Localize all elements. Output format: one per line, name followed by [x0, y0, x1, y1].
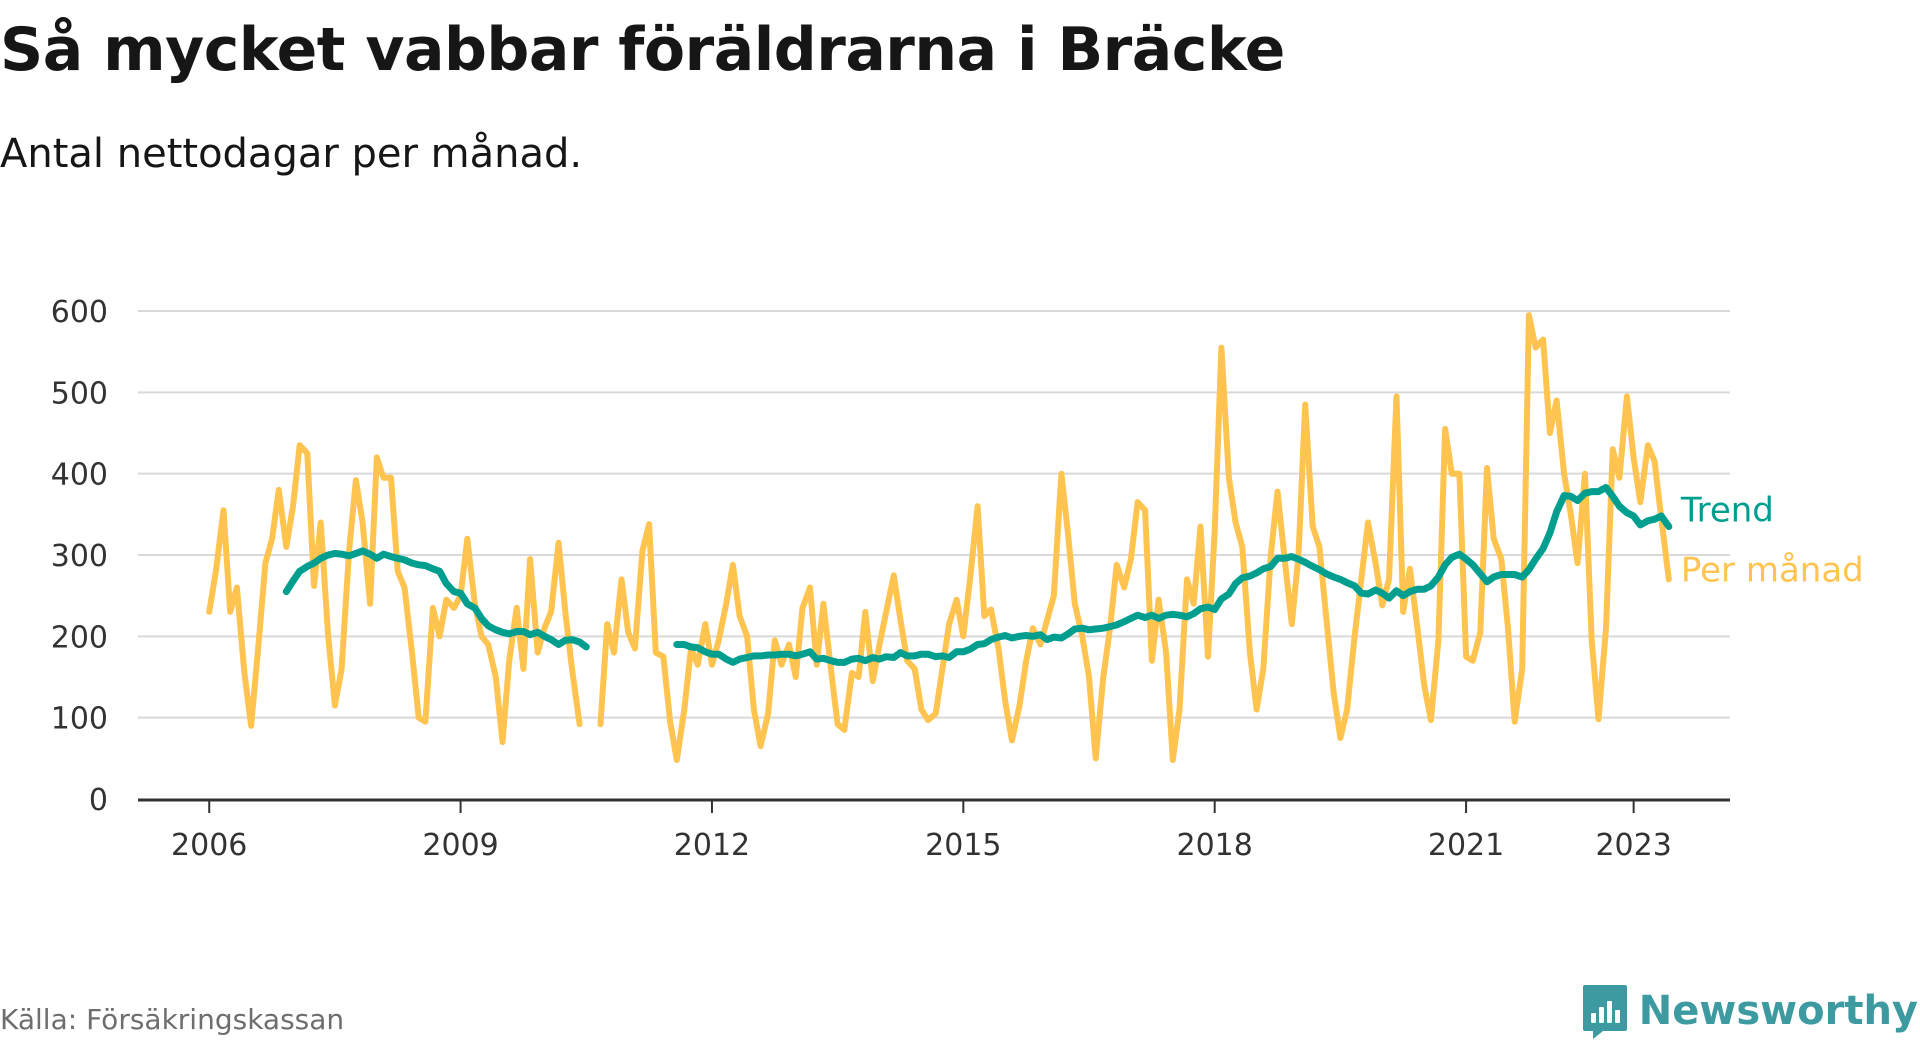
source-note: Källa: Försäkringskassan	[0, 1003, 345, 1036]
legend-label-trend: Trend	[1680, 491, 1774, 531]
per-manad-line-segment-2	[597, 312, 1672, 763]
legend-label-per-manad: Per månad	[1681, 550, 1864, 590]
x-tick-label: 2015	[925, 828, 1001, 863]
y-tick-label: 500	[51, 376, 108, 411]
chart-subtitle: Antal nettodagar per månad.	[0, 131, 583, 177]
y-tick-label: 100	[51, 702, 108, 737]
y-tick-label: 600	[51, 295, 108, 330]
y-axis-labels: 0 100 200 300 400 500 600	[51, 295, 108, 818]
brand-logo: Newsworthy	[1581, 983, 1918, 1039]
brand-name: Newsworthy	[1638, 988, 1918, 1034]
series-lines	[206, 312, 1673, 763]
newsworthy-chart-logo-icon	[1582, 985, 1627, 1039]
x-tick-label: 2006	[171, 828, 247, 863]
inline-legend: Trend Per månad	[1680, 491, 1864, 591]
x-tick-label: 2012	[674, 828, 750, 863]
y-tick-label: 0	[89, 783, 108, 818]
y-tick-label: 400	[51, 458, 108, 493]
line-chart: 2006 2009 2012 2015 2018 2021 2023 0 100 200 300 4…	[51, 295, 1864, 863]
chart-title: Så mycket vabbar föräldrarna i Bräcke	[0, 15, 1285, 85]
x-tick-label: 2021	[1428, 828, 1504, 863]
x-tick-label: 2018	[1177, 828, 1253, 863]
trend-line-segment-1	[282, 547, 590, 651]
per-manad-line-segment-1	[206, 442, 583, 746]
x-axis: 2006 2009 2012 2015 2018 2021 2023	[138, 798, 1730, 863]
x-tick-label: 2023	[1595, 828, 1671, 863]
y-tick-label: 200	[51, 620, 108, 655]
x-tick-label: 2009	[422, 828, 498, 863]
y-tick-label: 300	[51, 539, 108, 574]
trend-line-segment-2	[673, 484, 1673, 666]
